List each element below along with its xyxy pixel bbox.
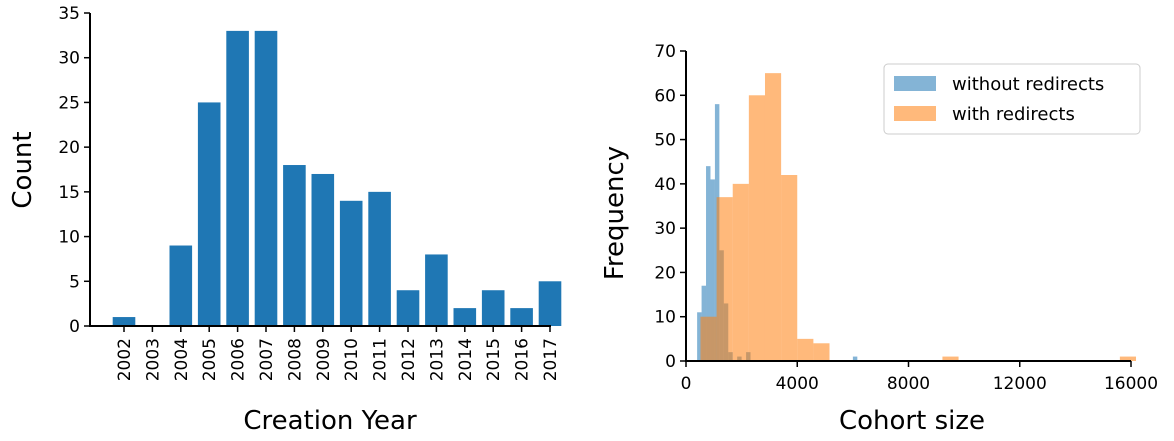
legend-swatch-with-redirects bbox=[894, 106, 936, 121]
y-tick-label: 10 bbox=[654, 308, 676, 328]
y-tick-label: 50 bbox=[654, 131, 676, 151]
y-tick-label: 5 bbox=[69, 272, 80, 292]
bar-2007 bbox=[254, 30, 278, 327]
x-tick-label: 12000 bbox=[993, 374, 1047, 394]
x-tick-label: 2016 bbox=[513, 338, 533, 381]
bar-2002 bbox=[112, 317, 136, 326]
x-tick-label: 16000 bbox=[1104, 374, 1158, 394]
bar-2011 bbox=[368, 191, 391, 326]
y-tick-label: 35 bbox=[58, 4, 80, 24]
hist-bar-with-redirects bbox=[1119, 356, 1137, 361]
legend-label-with-redirects: with redirects bbox=[952, 104, 1075, 125]
y-tick-label: 0 bbox=[69, 317, 80, 337]
histogram-bars bbox=[697, 73, 1137, 362]
y-tick-label: 15 bbox=[58, 183, 80, 203]
hist-bar-without-redirects bbox=[710, 179, 715, 361]
bar-2004 bbox=[169, 245, 193, 326]
hist-bar-with-redirects bbox=[813, 343, 830, 361]
y-tick-label: 70 bbox=[654, 42, 676, 62]
x-tick-label: 2009 bbox=[314, 338, 334, 381]
hist-bar-without-redirects bbox=[697, 312, 702, 361]
bar-2013 bbox=[425, 254, 448, 326]
y-ticks: 0 5 10 15 20 25 30 35 bbox=[58, 4, 90, 337]
hist-bar-without-redirects bbox=[706, 166, 711, 361]
x-tick-label: 2003 bbox=[143, 338, 163, 381]
hist-bar-with-redirects bbox=[797, 338, 814, 361]
x-tick-label: 2004 bbox=[172, 338, 192, 381]
x-tick-label: 4000 bbox=[776, 374, 819, 394]
bars bbox=[112, 30, 562, 327]
cohort-size-histogram: 0 10 20 30 40 50 60 70 0 4000 8000 12000 16000 Freq… bbox=[600, 42, 1158, 436]
bar-2008 bbox=[283, 165, 306, 326]
hist-bar-with-redirects bbox=[748, 95, 765, 362]
y-tick-label: 0 bbox=[665, 352, 676, 372]
x-tick-label: 2007 bbox=[257, 338, 277, 381]
y-tick-label: 25 bbox=[58, 93, 80, 113]
x-axis-title: Cohort size bbox=[839, 406, 985, 436]
y-tick-label: 30 bbox=[58, 49, 80, 69]
x-tick-label: 2011 bbox=[371, 338, 391, 381]
y-tick-label: 10 bbox=[58, 228, 80, 248]
x-tick-label: 2013 bbox=[427, 338, 447, 381]
x-tick-label: 0 bbox=[681, 374, 692, 394]
x-tick-label: 2017 bbox=[541, 338, 561, 381]
hist-bar-with-redirects bbox=[700, 316, 717, 361]
x-tick-label: 2012 bbox=[399, 338, 419, 381]
x-tick-label: 2006 bbox=[229, 338, 249, 381]
bar-2017 bbox=[538, 281, 562, 326]
bar-2009 bbox=[311, 173, 335, 326]
legend: without redirects with redirects bbox=[883, 63, 1141, 135]
legend-frame bbox=[883, 63, 1141, 135]
bar-2015 bbox=[481, 290, 505, 326]
x-tick-label: 2015 bbox=[484, 338, 504, 381]
y-tick-label: 20 bbox=[654, 263, 676, 283]
y-tick-label: 40 bbox=[654, 175, 676, 195]
x-tick-label: 2014 bbox=[456, 338, 476, 381]
bar-2005 bbox=[197, 102, 221, 326]
bar-2010 bbox=[339, 200, 363, 326]
y-tick-label: 20 bbox=[58, 138, 80, 158]
x-ticks: 2002 2003 2004 2005 2006 2007 2008 2009 2010 2011… bbox=[115, 326, 561, 381]
bar-2012 bbox=[396, 290, 420, 326]
hist-bar-with-redirects bbox=[942, 356, 959, 361]
x-tick-label: 8000 bbox=[887, 374, 930, 394]
x-tick-label: 2010 bbox=[342, 338, 362, 381]
y-axis-title: Frequency bbox=[600, 146, 630, 280]
bar-2016 bbox=[510, 308, 533, 326]
x-tick-label: 2008 bbox=[285, 338, 305, 381]
bar-2014 bbox=[453, 308, 477, 326]
legend-label-without-redirects: without redirects bbox=[952, 74, 1104, 95]
x-axis-title: Creation Year bbox=[243, 406, 417, 436]
y-ticks: 0 10 20 30 40 50 60 70 bbox=[654, 42, 686, 372]
y-tick-label: 60 bbox=[654, 86, 676, 106]
hist-bar-without-redirects bbox=[852, 356, 858, 361]
hist-bar-with-redirects bbox=[764, 73, 782, 362]
hist-bar-with-redirects bbox=[732, 183, 749, 361]
x-ticks: 0 4000 8000 12000 16000 bbox=[681, 361, 1158, 394]
hist-bar-with-redirects bbox=[716, 197, 733, 361]
hist-bar-with-redirects bbox=[781, 175, 798, 361]
legend-swatch-without-redirects bbox=[894, 76, 936, 91]
y-tick-label: 30 bbox=[654, 219, 676, 239]
x-tick-label: 2002 bbox=[115, 338, 135, 381]
bar-2006 bbox=[226, 30, 249, 327]
x-tick-label: 2005 bbox=[200, 338, 220, 381]
y-axis-title: Count bbox=[8, 131, 38, 208]
